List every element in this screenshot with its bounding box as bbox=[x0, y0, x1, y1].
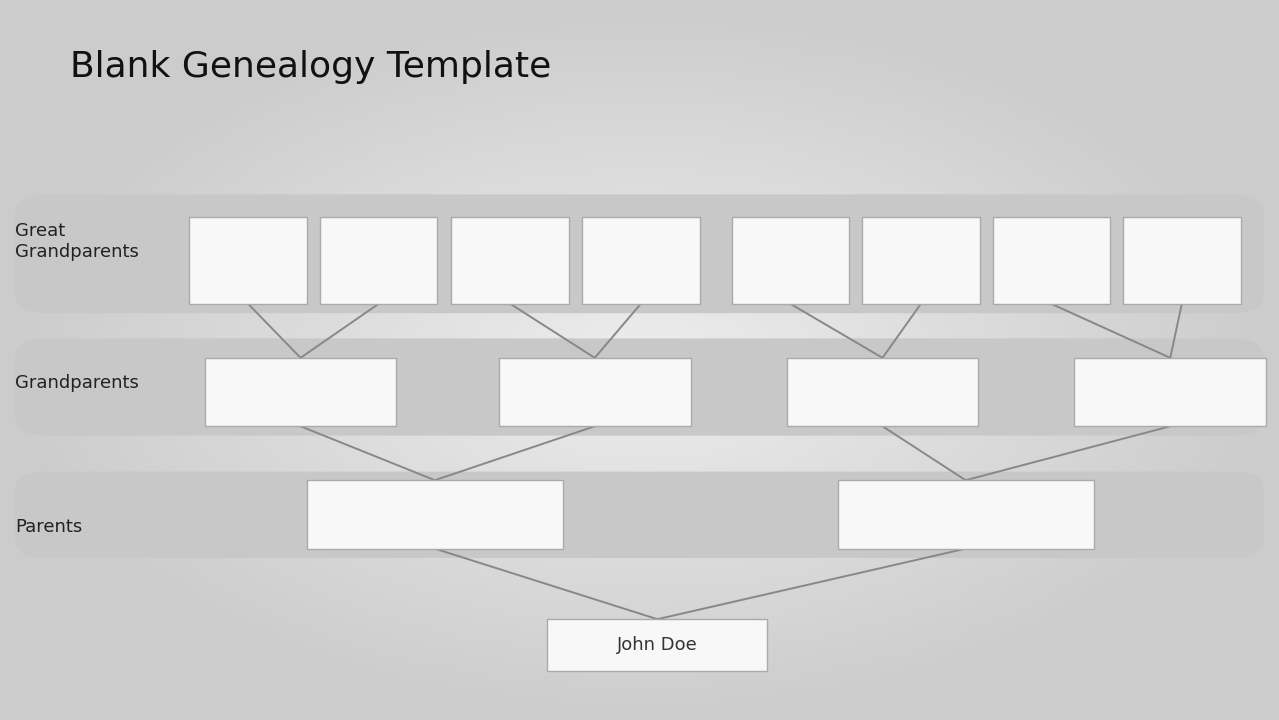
Text: Great
Grandparents: Great Grandparents bbox=[15, 222, 139, 261]
FancyBboxPatch shape bbox=[1074, 358, 1266, 426]
FancyBboxPatch shape bbox=[320, 217, 437, 304]
FancyBboxPatch shape bbox=[732, 217, 849, 304]
FancyBboxPatch shape bbox=[189, 217, 307, 304]
FancyBboxPatch shape bbox=[307, 480, 563, 549]
FancyBboxPatch shape bbox=[838, 480, 1094, 549]
FancyBboxPatch shape bbox=[547, 619, 767, 671]
FancyBboxPatch shape bbox=[15, 472, 1264, 558]
Text: John Doe: John Doe bbox=[616, 636, 698, 654]
FancyBboxPatch shape bbox=[787, 358, 978, 426]
Text: Blank Genealogy Template: Blank Genealogy Template bbox=[70, 50, 551, 84]
Text: Grandparents: Grandparents bbox=[15, 374, 139, 392]
FancyBboxPatch shape bbox=[1123, 217, 1241, 304]
FancyBboxPatch shape bbox=[451, 217, 569, 304]
FancyBboxPatch shape bbox=[15, 194, 1264, 313]
Text: Parents: Parents bbox=[15, 518, 83, 536]
FancyBboxPatch shape bbox=[205, 358, 396, 426]
FancyBboxPatch shape bbox=[993, 217, 1110, 304]
FancyBboxPatch shape bbox=[15, 338, 1264, 436]
FancyBboxPatch shape bbox=[862, 217, 980, 304]
FancyBboxPatch shape bbox=[582, 217, 700, 304]
FancyBboxPatch shape bbox=[499, 358, 691, 426]
